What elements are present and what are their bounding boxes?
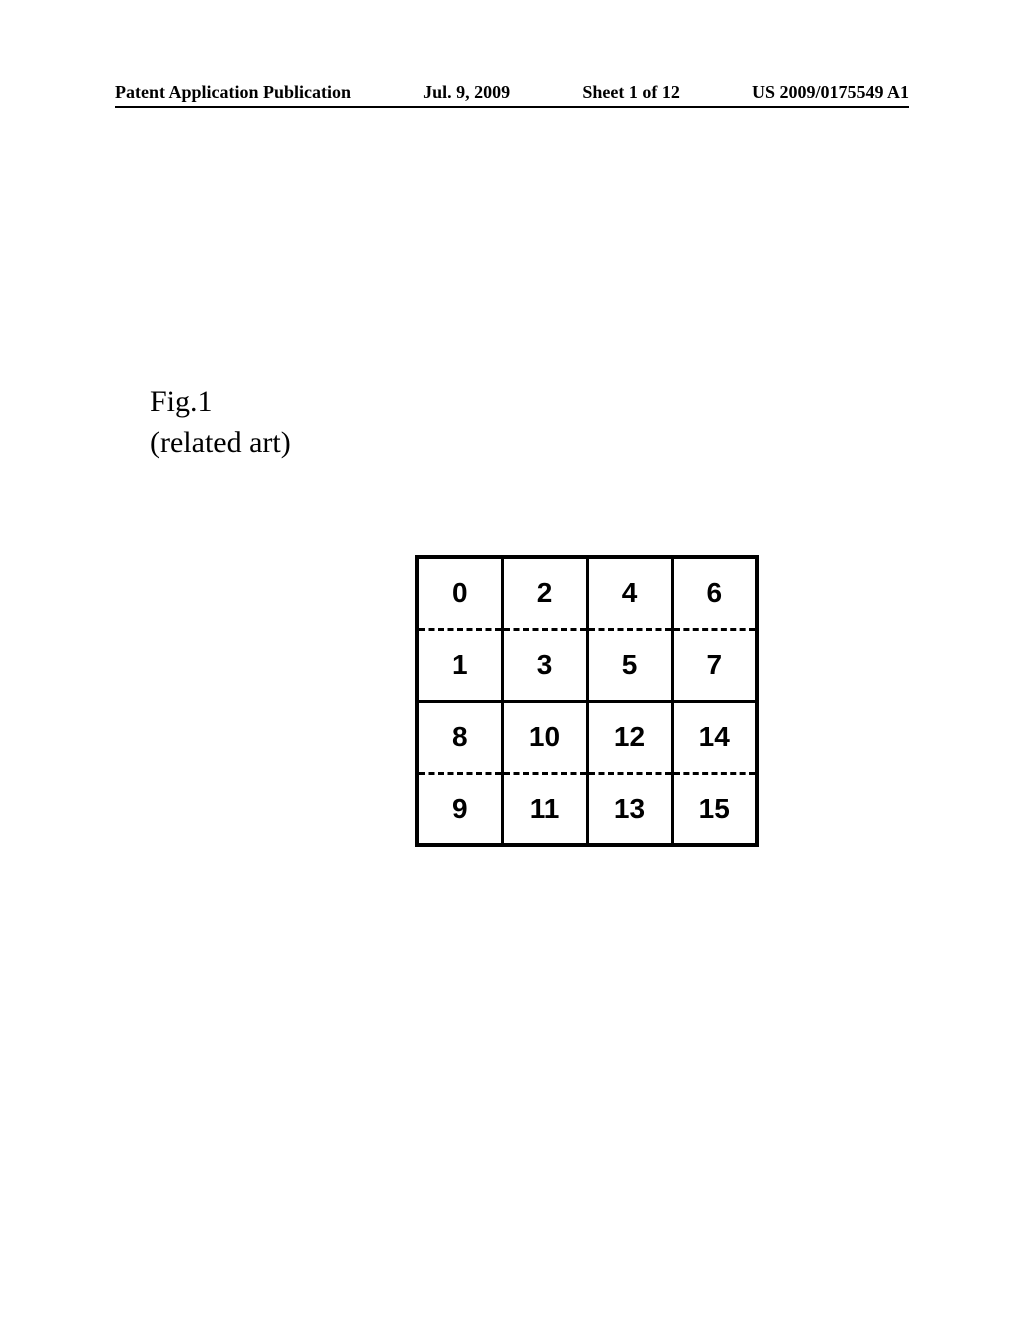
table-row: 1 3 5 7: [417, 629, 757, 701]
grid-cell: 4: [587, 557, 672, 629]
grid-figure: 0 2 4 6 1 3 5 7 8 10 12 14 9 11 13 15: [415, 555, 759, 847]
figure-caption: Fig.1 (related art): [150, 382, 291, 463]
grid-cell: 1: [417, 629, 502, 701]
header-pubnum: US 2009/0175549 A1: [752, 82, 909, 103]
grid-cell: 2: [502, 557, 587, 629]
grid-cell: 12: [587, 701, 672, 773]
grid-cell: 14: [672, 701, 757, 773]
grid-cell: 10: [502, 701, 587, 773]
grid-cell: 5: [587, 629, 672, 701]
number-grid: 0 2 4 6 1 3 5 7 8 10 12 14 9 11 13 15: [415, 555, 759, 847]
grid-cell: 6: [672, 557, 757, 629]
table-row: 8 10 12 14: [417, 701, 757, 773]
table-row: 9 11 13 15: [417, 773, 757, 845]
header-rule: [115, 106, 909, 108]
grid-cell: 15: [672, 773, 757, 845]
grid-cell: 13: [587, 773, 672, 845]
grid-cell: 9: [417, 773, 502, 845]
page-header: Patent Application Publication Jul. 9, 2…: [115, 82, 909, 103]
grid-cell: 11: [502, 773, 587, 845]
header-date: Jul. 9, 2009: [423, 82, 510, 103]
figure-number: Fig.1: [150, 382, 291, 423]
grid-cell: 3: [502, 629, 587, 701]
figure-subtitle: (related art): [150, 423, 291, 464]
table-row: 0 2 4 6: [417, 557, 757, 629]
header-left: Patent Application Publication: [115, 82, 351, 103]
grid-cell: 7: [672, 629, 757, 701]
grid-cell: 0: [417, 557, 502, 629]
grid-cell: 8: [417, 701, 502, 773]
header-sheet: Sheet 1 of 12: [582, 82, 680, 103]
